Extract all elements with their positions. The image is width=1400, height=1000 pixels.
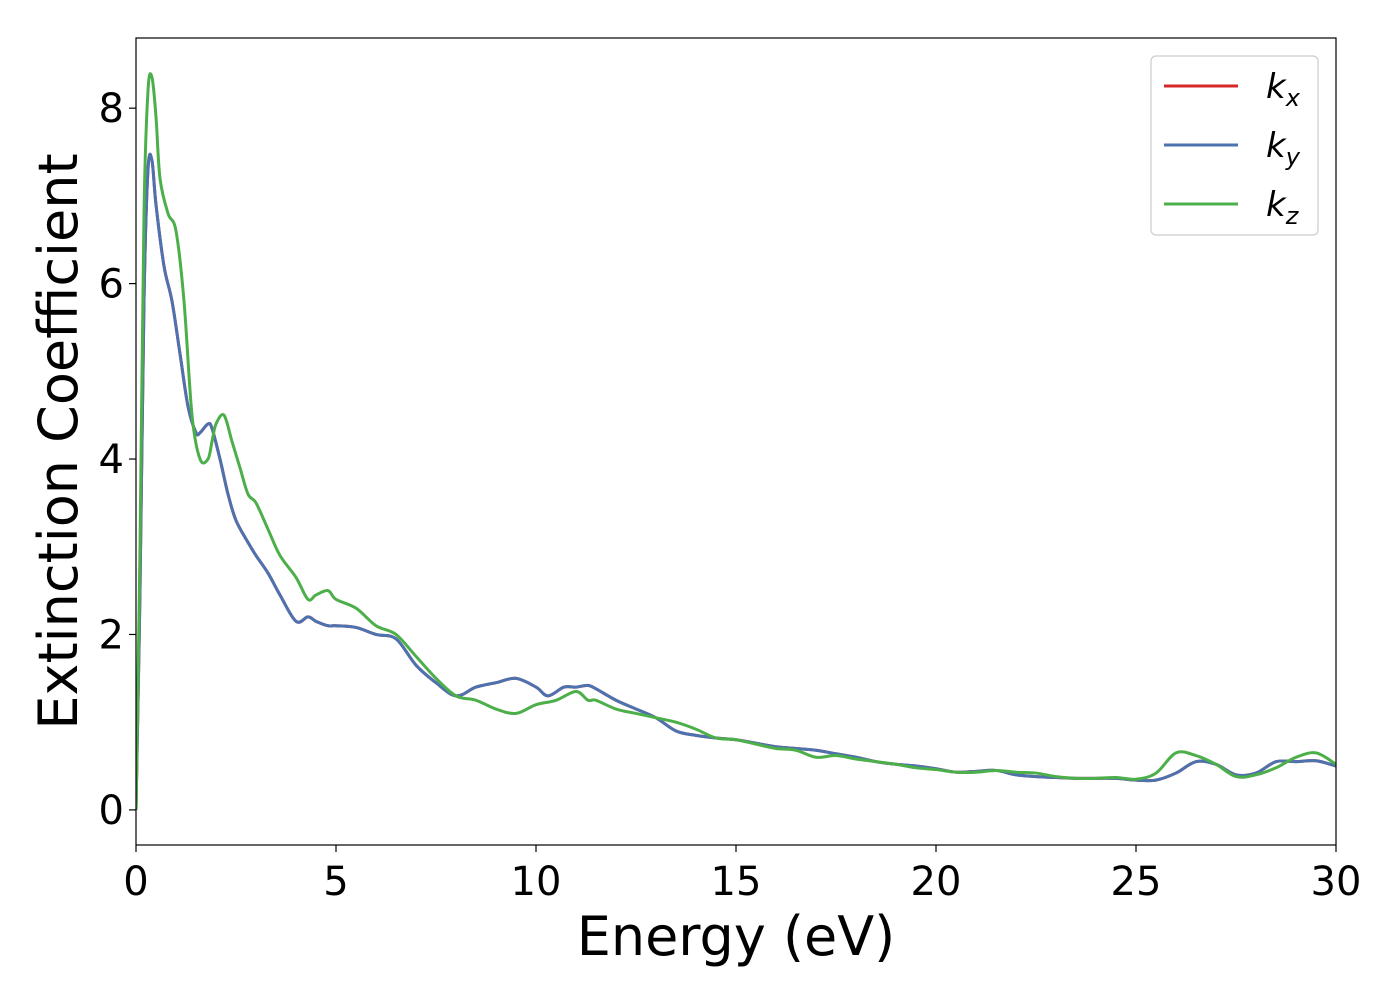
legend-label-k-y: ky xyxy=(1266,126,1301,171)
x-tick-label: 25 xyxy=(1111,859,1162,905)
y-tick-label: 6 xyxy=(99,262,124,308)
x-tick-label: 10 xyxy=(511,859,562,905)
series-layer xyxy=(136,72,1336,810)
x-tick-label: 5 xyxy=(323,859,348,905)
y-tick-label: 8 xyxy=(99,86,124,132)
y-axis: 0 2 4 6 8 xyxy=(99,86,136,834)
legend: kx ky kz xyxy=(1150,55,1319,236)
x-tick-label: 30 xyxy=(1311,859,1362,905)
legend-label-k-x: kx xyxy=(1266,67,1301,112)
legend-label-k-z: kz xyxy=(1266,185,1300,230)
x-tick-label: 15 xyxy=(711,859,762,905)
x-axis: 0 5 10 15 20 25 30 xyxy=(123,845,1361,905)
y-tick-label: 0 xyxy=(99,788,124,834)
x-tick-label: 20 xyxy=(911,859,962,905)
x-tick-label: 0 xyxy=(123,859,148,905)
y-tick-label: 4 xyxy=(99,437,124,483)
y-tick-label: 2 xyxy=(99,612,124,658)
y-axis-label: Extinction Coefficient xyxy=(27,153,90,729)
series-line-k-z xyxy=(136,72,1336,810)
x-axis-label: Energy (eV) xyxy=(577,905,896,968)
